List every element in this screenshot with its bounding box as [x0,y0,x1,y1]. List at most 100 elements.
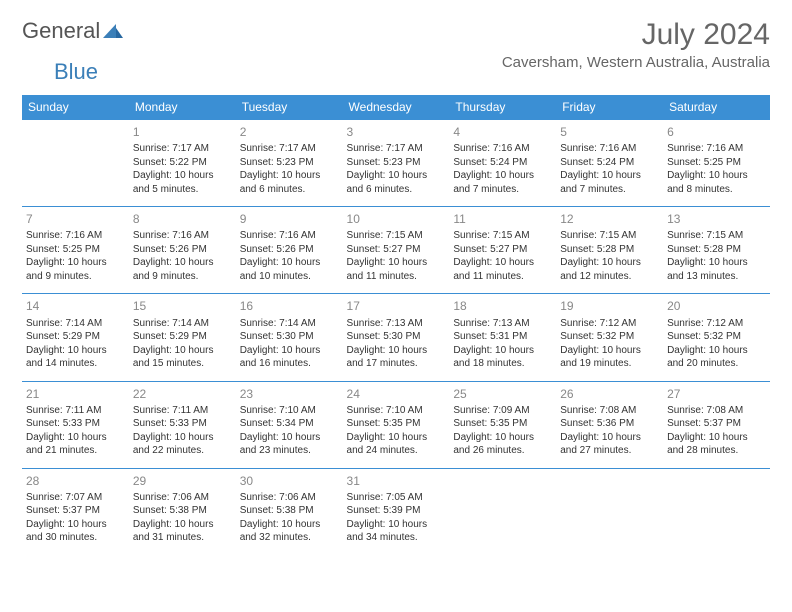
day-number: 19 [560,298,659,314]
sunset-text: Sunset: 5:33 PM [26,417,125,431]
daylight-text: Daylight: 10 hours and 5 minutes. [133,169,232,196]
sunset-text: Sunset: 5:28 PM [667,243,766,257]
day-number: 30 [240,473,339,489]
sunrise-text: Sunrise: 7:14 AM [240,317,339,331]
dayname-thu: Thursday [449,95,556,120]
calendar-table: Sunday Monday Tuesday Wednesday Thursday… [22,95,770,555]
day-cell: 1 Sunrise: 7:17 AMSunset: 5:22 PMDaylight… [129,120,236,207]
sunset-text: Sunset: 5:37 PM [667,417,766,431]
daylight-text: Daylight: 10 hours and 11 minutes. [347,256,446,283]
sunrise-text: Sunrise: 7:09 AM [453,404,552,418]
day-cell: 23Sunrise: 7:10 AMSunset: 5:34 PMDayligh… [236,381,343,468]
sunset-text: Sunset: 5:39 PM [347,504,446,518]
day-cell: 10Sunrise: 7:15 AMSunset: 5:27 PMDayligh… [343,207,450,294]
daylight-text: Daylight: 10 hours and 9 minutes. [26,256,125,283]
sunset-text: Sunset: 5:22 PM [133,156,232,170]
sunrise-text: Sunrise: 7:11 AM [26,404,125,418]
sunrise-text: Sunrise: 7:17 AM [240,142,339,156]
sunrise-text: Sunrise: 7:16 AM [560,142,659,156]
daylight-text: Daylight: 10 hours and 20 minutes. [667,344,766,371]
day-cell: 7Sunrise: 7:16 AMSunset: 5:25 PMDaylight… [22,207,129,294]
day-number: 11 [453,211,552,227]
daylight-text: Daylight: 10 hours and 17 minutes. [347,344,446,371]
sunset-text: Sunset: 5:27 PM [453,243,552,257]
day-number: 7 [26,211,125,227]
daylight-text: Daylight: 10 hours and 34 minutes. [347,518,446,545]
day-number: 13 [667,211,766,227]
sunrise-text: Sunrise: 7:10 AM [240,404,339,418]
daylight-text: Daylight: 10 hours and 24 minutes. [347,431,446,458]
sunset-text: Sunset: 5:32 PM [560,330,659,344]
daylight-text: Daylight: 10 hours and 23 minutes. [240,431,339,458]
sunset-text: Sunset: 5:24 PM [560,156,659,170]
daylight-text: Daylight: 10 hours and 15 minutes. [133,344,232,371]
sunset-text: Sunset: 5:36 PM [560,417,659,431]
sunrise-text: Sunrise: 7:16 AM [453,142,552,156]
sunset-text: Sunset: 5:38 PM [133,504,232,518]
day-number: 21 [26,386,125,402]
dayname-tue: Tuesday [236,95,343,120]
daylight-text: Daylight: 10 hours and 26 minutes. [453,431,552,458]
week-row: 28Sunrise: 7:07 AMSunset: 5:37 PMDayligh… [22,468,770,555]
sunrise-text: Sunrise: 7:16 AM [26,229,125,243]
sunrise-text: Sunrise: 7:10 AM [347,404,446,418]
day-number: 8 [133,211,232,227]
day-cell: 2Sunrise: 7:17 AMSunset: 5:23 PMDaylight… [236,120,343,207]
day-cell: 4Sunrise: 7:16 AMSunset: 5:24 PMDaylight… [449,120,556,207]
sunrise-text: Sunrise: 7:17 AM [133,142,232,156]
day-number: 24 [347,386,446,402]
daylight-text: Daylight: 10 hours and 7 minutes. [560,169,659,196]
day-cell [449,468,556,555]
sunset-text: Sunset: 5:35 PM [453,417,552,431]
sunrise-text: Sunrise: 7:16 AM [133,229,232,243]
week-row: 1Sunrise: 7:17 AMSunset: 5:22 PMDaylight… [22,120,770,207]
dayname-sun: Sunday [22,95,129,120]
daylight-text: Daylight: 10 hours and 9 minutes. [133,256,232,283]
day-cell: 11Sunrise: 7:15 AMSunset: 5:27 PMDayligh… [449,207,556,294]
week-row: 21Sunrise: 7:11 AMSunset: 5:33 PMDayligh… [22,381,770,468]
sunrise-text: Sunrise: 7:16 AM [240,229,339,243]
daylight-text: Daylight: 10 hours and 10 minutes. [240,256,339,283]
daylight-text: Daylight: 10 hours and 27 minutes. [560,431,659,458]
sunrise-text: Sunrise: 7:13 AM [453,317,552,331]
sunset-text: Sunset: 5:25 PM [667,156,766,170]
sunset-text: Sunset: 5:37 PM [26,504,125,518]
day-cell: 29Sunrise: 7:06 AMSunset: 5:38 PMDayligh… [129,468,236,555]
day-cell: 18Sunrise: 7:13 AMSunset: 5:31 PMDayligh… [449,294,556,381]
day-number: 17 [347,298,446,314]
week-row: 7Sunrise: 7:16 AMSunset: 5:25 PMDaylight… [22,207,770,294]
day-number: 2 [240,124,339,140]
day-number: 14 [26,298,125,314]
day-number: 29 [133,473,232,489]
day-number: 3 [347,124,446,140]
sunset-text: Sunset: 5:30 PM [347,330,446,344]
location-subtitle: Caversham, Western Australia, Australia [502,54,770,71]
title-block: July 2024 Caversham, Western Australia, … [502,18,770,71]
day-cell: 28Sunrise: 7:07 AMSunset: 5:37 PMDayligh… [22,468,129,555]
day-number: 31 [347,473,446,489]
sunrise-text: Sunrise: 7:12 AM [560,317,659,331]
sunrise-text: Sunrise: 7:12 AM [667,317,766,331]
daylight-text: Daylight: 10 hours and 21 minutes. [26,431,125,458]
day-number: 1 [133,124,232,140]
daylight-text: Daylight: 10 hours and 28 minutes. [667,431,766,458]
day-number: 25 [453,386,552,402]
sunrise-text: Sunrise: 7:16 AM [667,142,766,156]
day-cell: 30Sunrise: 7:06 AMSunset: 5:38 PMDayligh… [236,468,343,555]
day-number: 20 [667,298,766,314]
daylight-text: Daylight: 10 hours and 16 minutes. [240,344,339,371]
sunset-text: Sunset: 5:24 PM [453,156,552,170]
month-title: July 2024 [502,18,770,52]
sunrise-text: Sunrise: 7:17 AM [347,142,446,156]
day-number: 15 [133,298,232,314]
day-cell [556,468,663,555]
sunrise-text: Sunrise: 7:14 AM [133,317,232,331]
daylight-text: Daylight: 10 hours and 13 minutes. [667,256,766,283]
day-cell: 12Sunrise: 7:15 AMSunset: 5:28 PMDayligh… [556,207,663,294]
daylight-text: Daylight: 10 hours and 6 minutes. [240,169,339,196]
day-number: 4 [453,124,552,140]
sunset-text: Sunset: 5:35 PM [347,417,446,431]
sunrise-text: Sunrise: 7:05 AM [347,491,446,505]
sunset-text: Sunset: 5:33 PM [133,417,232,431]
logo-text-2: Blue [54,59,98,85]
